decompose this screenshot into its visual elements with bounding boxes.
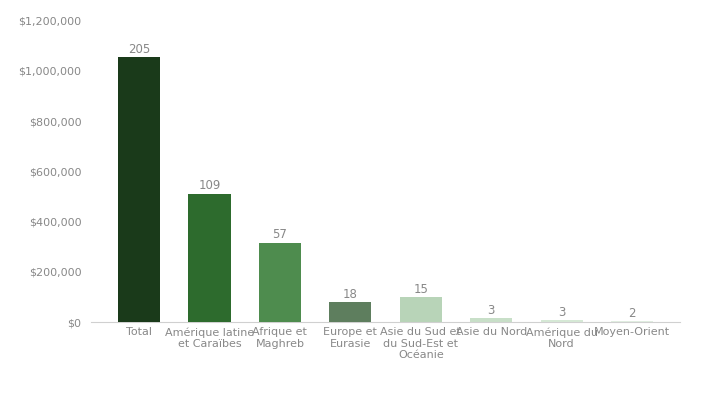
Bar xyxy=(189,194,231,322)
Text: 15: 15 xyxy=(414,282,428,296)
Bar xyxy=(611,321,653,322)
Text: 57: 57 xyxy=(273,228,287,242)
Text: 3: 3 xyxy=(558,306,565,318)
Text: 205: 205 xyxy=(128,43,150,56)
Text: 109: 109 xyxy=(198,180,221,192)
Text: 3: 3 xyxy=(487,304,495,317)
Text: 2: 2 xyxy=(628,306,636,320)
Bar xyxy=(259,243,301,322)
Text: 18: 18 xyxy=(343,287,358,301)
Bar xyxy=(329,302,372,322)
Bar xyxy=(470,318,512,322)
Bar xyxy=(400,297,442,322)
Bar xyxy=(540,320,583,322)
Bar xyxy=(118,57,160,322)
